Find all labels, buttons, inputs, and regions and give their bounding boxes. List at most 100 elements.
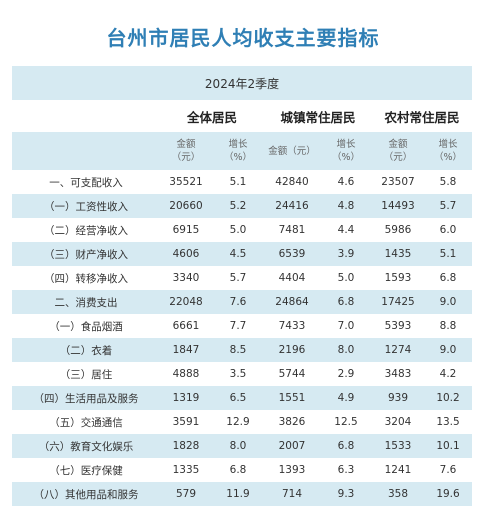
blank-cell [12,132,160,170]
value-cell: 358 [387,488,409,500]
title: 台州市居民人均收支主要指标 [106,26,380,50]
value-cell: 10.2 [436,392,460,404]
value-cell: 8.8 [439,320,457,332]
value-cell: 9.0 [439,296,457,308]
row-label: 二、消费支出 [54,296,118,309]
row-label: （四）转移净收入 [44,272,128,285]
value-cell: 4606 [172,248,200,260]
row-label: （三）财产净收入 [44,248,128,261]
value-cell: 1319 [172,392,200,404]
value-cell: 9.3 [337,488,355,500]
value-cell: 1393 [278,464,306,476]
value-cell: 13.5 [436,416,460,428]
data-row: （八）其他用品和服务 579 11.9 714 9.3 358 19.6 [12,482,473,506]
value-cell: 4.8 [337,200,355,212]
value-cell: 1274 [384,344,412,356]
subheader: 增长 （%） [331,139,361,163]
data-row: （六）教育文化娱乐 1828 8.0 2007 6.8 1533 10.1 [12,434,473,458]
value-cell: 2007 [278,440,306,452]
row-label: （二）衣着 [59,344,113,357]
data-row: （四）转移净收入 3340 5.7 4404 5.0 1593 6.8 [12,266,472,290]
value-cell: 2.9 [337,368,355,380]
value-cell: 3.9 [337,248,355,260]
value-cell: 1335 [172,464,200,476]
data-row: （七）医疗保健 1335 6.8 1393 6.3 1241 7.6 [12,458,472,482]
data-row: （一）工资性收入 20660 5.2 24416 4.8 14493 5.7 [12,194,473,218]
row-label: 一、可支配收入 [49,176,123,189]
value-cell: 4.5 [229,248,247,260]
value-cell: 5393 [384,320,412,332]
value-cell: 7481 [278,224,306,236]
subheader: 增长 （%） [434,139,463,163]
value-cell: 24416 [275,200,309,212]
value-cell: 6.8 [439,272,457,284]
value-cell: 23507 [381,176,415,188]
row-label: （五）交通通信 [49,416,123,429]
value-cell: 12.5 [334,416,358,428]
row-label: （八）其他用品和服务 [33,488,139,501]
value-cell: 6.3 [337,464,355,476]
value-cell: 4404 [278,272,306,284]
value-cell: 1241 [384,464,412,476]
period-row: 2024年2季度 [12,66,473,100]
data-row: （一）食品烟酒 6661 7.7 7433 7.0 5393 8.8 [12,314,472,338]
row-label: （七）医疗保健 [49,464,123,477]
value-cell: 5.1 [439,248,457,260]
value-cell: 5.8 [439,176,457,188]
value-cell: 6539 [278,248,306,260]
group-header: 城镇常住居民 [280,109,356,125]
data-row: 一、可支配收入 35521 5.1 42840 4.6 23507 5.8 [12,170,472,194]
value-cell: 14493 [381,200,415,212]
value-cell: 9.0 [439,344,457,356]
period: 2024年2季度 [204,76,280,91]
blank-cell [12,100,160,132]
value-cell: 12.9 [226,416,250,428]
value-cell: 6.8 [229,464,247,476]
value-cell: 3591 [172,416,200,428]
value-cell: 1593 [384,272,412,284]
value-cell: 22048 [169,296,203,308]
value-cell: 42840 [275,176,309,188]
row-label: （二）经营净收入 [44,224,128,237]
group-header: 农村常住居民 [384,109,460,125]
value-cell: 5.0 [229,224,247,236]
value-cell: 4888 [172,368,200,380]
data-row: （二）经营净收入 6915 5.0 7481 4.4 5986 6.0 [12,218,472,242]
value-cell: 4.2 [439,368,457,380]
data-row: （二）衣着 1847 8.5 2196 8.0 1274 9.0 [12,338,473,362]
value-cell: 5.1 [229,176,247,188]
table-body: 2024年2季度 全体居民 城镇常住居民 农村常住居民 金额 （元） 增长 （%） 金额（… [12,66,473,506]
data-row: 二、消费支出 22048 7.6 24864 6.8 17425 9.0 [12,290,473,314]
value-cell: 24864 [275,296,309,308]
value-cell: 6.8 [337,296,355,308]
value-cell: 1551 [278,392,306,404]
value-cell: 10.1 [436,440,460,452]
value-cell: 4.6 [337,176,355,188]
value-cell: 8.0 [337,344,355,356]
subheader: 金额 （元） [171,139,201,163]
value-cell: 5.7 [229,272,247,284]
value-cell: 6.8 [337,440,355,452]
subheader: 金额（元） [268,145,316,157]
value-cell: 17425 [381,296,415,308]
value-cell: 6.5 [229,392,247,404]
value-cell: 11.9 [226,488,250,500]
value-cell: 3.5 [229,368,247,380]
row-label: （三）居住 [59,368,113,381]
subheader-row: 金额 （元） 增长 （%） 金额（元） 增长 （%） 金额 （元） 增长 （%） [12,132,473,170]
group-row: 全体居民 城镇常住居民 农村常住居民 [12,100,472,132]
value-cell: 7.6 [439,464,457,476]
subheader: 增长 （%） [223,139,253,163]
value-cell: 2196 [278,344,306,356]
value-cell: 7.6 [229,296,247,308]
data-row: （三）财产净收入 4606 4.5 6539 3.9 1435 5.1 [12,242,473,266]
value-cell: 3340 [172,272,200,284]
value-cell: 6915 [172,224,200,236]
value-cell: 20660 [169,200,203,212]
value-cell: 8.0 [229,440,247,452]
value-cell: 8.5 [229,344,247,356]
data-row: （三）居住 4888 3.5 5744 2.9 3483 4.2 [12,362,472,386]
value-cell: 1847 [172,344,200,356]
value-cell: 4.9 [337,392,355,404]
